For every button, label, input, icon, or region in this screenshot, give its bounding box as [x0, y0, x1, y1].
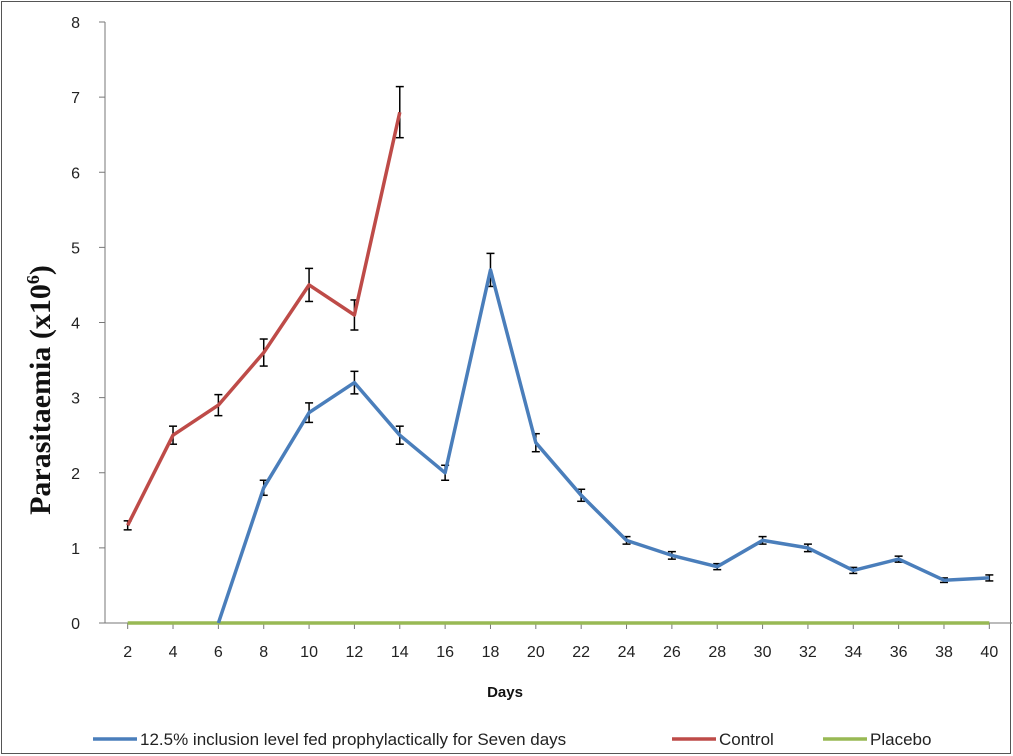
y-tick-label: 7	[71, 90, 80, 107]
legend-label-placebo: Placebo	[870, 730, 931, 749]
x-tick-label: 24	[618, 644, 636, 661]
x-tick-label: 16	[436, 644, 454, 661]
x-axis-label: Days	[487, 684, 523, 701]
y-tick-label: 6	[71, 165, 80, 182]
x-tick-label: 26	[663, 644, 681, 661]
y-axis-label: Parasitaemia (x106)	[23, 265, 57, 515]
x-tick-label: 8	[259, 644, 268, 661]
y-tick-label: 8	[71, 15, 80, 32]
legend-label-control: Control	[719, 730, 774, 749]
y-axis-label-main: Parasitaemia (x10	[24, 284, 57, 515]
x-tick-label: 38	[935, 644, 953, 661]
legend: 12.5% inclusion level fed prophylactical…	[93, 730, 931, 749]
x-tick-label: 12	[346, 644, 364, 661]
y-tick-label: 4	[71, 316, 80, 333]
x-tick-label: 14	[391, 644, 409, 661]
x-tick-label: 2	[123, 644, 132, 661]
x-tick-label: 6	[214, 644, 223, 661]
x-tick-label: 40	[980, 644, 998, 661]
y-tick-label: 3	[71, 391, 80, 408]
y-tick-label: 0	[71, 616, 80, 633]
x-tick-label: 28	[708, 644, 726, 661]
y-axis-label-end: )	[24, 265, 57, 275]
x-tick-label: 22	[572, 644, 590, 661]
x-tick-label: 20	[527, 644, 545, 661]
error-bar-treatment	[985, 574, 994, 582]
y-tick-label: 1	[71, 541, 80, 558]
x-tick-label: 32	[799, 644, 817, 661]
y-axis-label-sup: 6	[23, 275, 43, 284]
y-tick-label: 2	[71, 466, 80, 483]
x-tick-label: 36	[890, 644, 908, 661]
series-line-control	[126, 111, 402, 527]
x-tick-label: 10	[300, 644, 318, 661]
x-tick-label: 18	[482, 644, 500, 661]
legend-label-treatment: 12.5% inclusion level fed prophylactical…	[140, 730, 566, 749]
x-tick-label: 4	[169, 644, 178, 661]
x-tick-label: 34	[844, 644, 862, 661]
x-tick-label: 30	[754, 644, 772, 661]
series-lines	[126, 111, 990, 625]
series-line-treatment	[216, 268, 990, 624]
y-tick-label: 5	[71, 240, 80, 257]
error-bar-control	[395, 85, 404, 139]
